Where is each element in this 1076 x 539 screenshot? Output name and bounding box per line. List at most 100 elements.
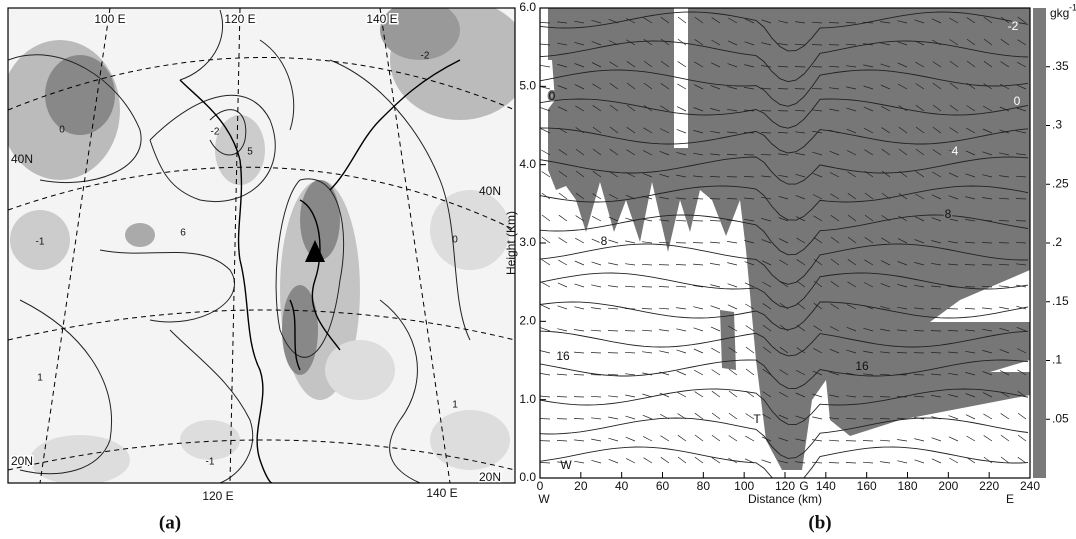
wind-vector (846, 304, 857, 310)
wind-vector (643, 60, 653, 68)
wind-vector (693, 152, 704, 156)
wind-vector (829, 172, 840, 178)
wind-vector (660, 83, 670, 90)
wind-vector (964, 241, 976, 244)
wind-vector (914, 307, 925, 310)
wind-vector (965, 150, 976, 156)
wind-vector (659, 173, 670, 178)
wind-vector (541, 236, 551, 244)
wind-vector (795, 195, 806, 200)
wind-vector (881, 192, 891, 200)
wind-vector (1016, 284, 1027, 288)
wind-vector (1017, 412, 1027, 420)
wind-vector (779, 346, 789, 354)
y-tick-label: 4.0 (519, 157, 536, 171)
wind-vector (727, 40, 738, 46)
x-tick-label: 240 (1020, 479, 1040, 493)
wind-vector (659, 392, 670, 398)
wind-vector (642, 436, 653, 442)
wind-vector (694, 39, 704, 46)
wind-vector (897, 261, 908, 266)
wind-vector (932, 149, 942, 156)
wind-vector (693, 84, 704, 90)
wind-vector (880, 305, 891, 310)
contour-label: 1 (452, 400, 458, 411)
wind-vector (591, 438, 602, 442)
wind-vector (931, 437, 942, 442)
wind-vector (931, 285, 942, 288)
annotation: T (753, 412, 761, 426)
wind-vector (694, 412, 704, 420)
wind-vector (574, 20, 585, 24)
wind-vector (540, 22, 551, 24)
wind-vector (983, 413, 993, 420)
wind-vector (949, 127, 959, 134)
contour-label: -1 (36, 237, 45, 248)
wind-vector (660, 38, 670, 46)
wind-vector (609, 193, 619, 200)
wind-vector (540, 418, 551, 420)
contour-label: -2 (1008, 19, 1019, 33)
wind-vector (948, 195, 959, 200)
wind-vector (778, 43, 789, 46)
wind-vector (864, 170, 874, 178)
wind-vector (693, 348, 704, 354)
wind-vector (710, 305, 721, 310)
wind-vector (948, 415, 959, 420)
wind-vector (982, 197, 993, 200)
wind-vector (591, 459, 602, 464)
wind-vector (914, 216, 925, 222)
wind-vector (795, 461, 806, 464)
y-axis-label: Height (Km) (504, 211, 518, 275)
wind-vector (574, 41, 585, 46)
wind-vector (609, 126, 619, 134)
y-tick-label: 2.0 (519, 314, 536, 328)
wind-vector (913, 395, 925, 398)
wind-vector (829, 87, 840, 90)
wind-vector (760, 87, 772, 90)
wind-vector (693, 327, 704, 332)
wind-vector (811, 21, 823, 24)
wind-vector (897, 238, 908, 244)
wind-vector (880, 351, 891, 354)
wind-vector (932, 126, 942, 134)
colorbar-tick-label: .15 (1052, 294, 1069, 308)
wind-vector (592, 148, 602, 156)
panel-label: (b) (808, 512, 831, 533)
wind-vector (796, 324, 806, 332)
wind-vector (541, 192, 551, 200)
wind-vector (897, 460, 908, 464)
y-tick-label: 0.0 (519, 470, 536, 484)
x-tick-label: 80 (697, 479, 711, 493)
wind-vector (931, 240, 942, 244)
wind-vector (608, 458, 619, 464)
wind-vector (813, 280, 823, 288)
wind-vector (898, 215, 908, 222)
wind-vector (982, 328, 993, 332)
wind-vector (609, 148, 619, 156)
wind-vector (728, 457, 738, 464)
wind-vector (608, 395, 619, 398)
x-tick-label: 60 (656, 479, 670, 493)
wind-vector (694, 16, 704, 24)
wind-vector (896, 352, 908, 354)
wind-vector (556, 440, 568, 442)
wind-vector (694, 61, 704, 68)
wind-vector (982, 151, 993, 156)
contour (540, 417, 1029, 459)
colorbar-tick-label: .05 (1052, 411, 1069, 425)
wind-vector (711, 369, 721, 376)
wind-vector (761, 42, 772, 46)
wind-vector (557, 42, 568, 46)
wind-vector (626, 127, 636, 134)
contour-label: 0 (59, 125, 65, 136)
wind-vector (863, 85, 874, 90)
wind-vector (711, 434, 721, 442)
wind-vector (694, 456, 704, 464)
wind-vector (813, 302, 823, 310)
wind-vector (964, 308, 976, 310)
wind-vector (778, 174, 789, 178)
wind-vector (880, 283, 891, 288)
wind-vector (711, 39, 721, 46)
wind-vector (1015, 198, 1027, 200)
